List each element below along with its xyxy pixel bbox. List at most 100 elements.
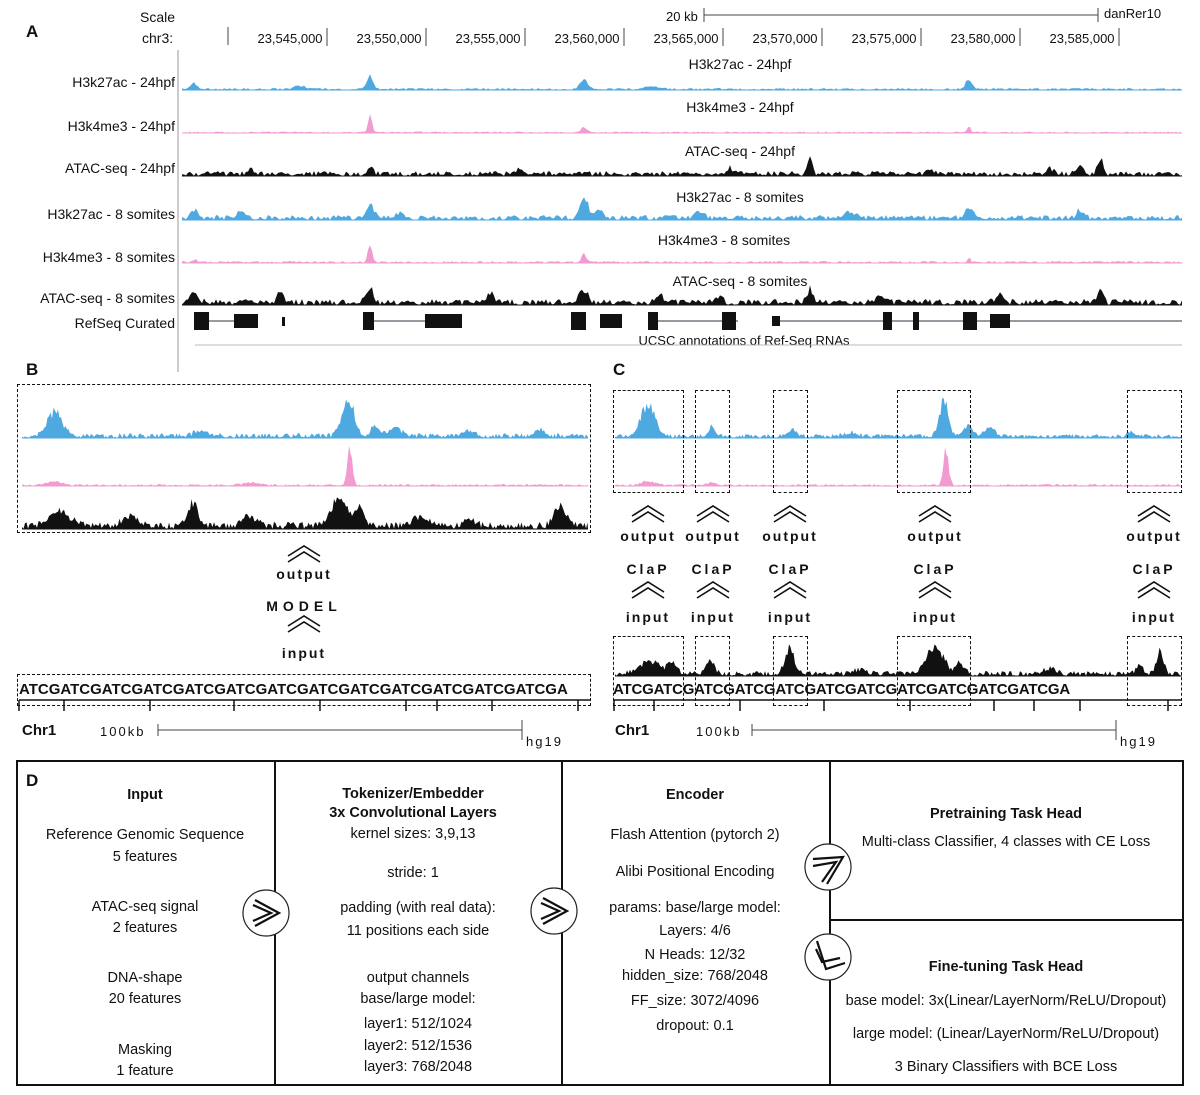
panel-b-sequence: ATCGATCGATCGATCGATCGATCGATCGATCGATCGATCG… (19, 681, 568, 698)
tokenizer-title: Tokenizer/Embedder (342, 786, 484, 802)
double-chevron-right-icon (242, 889, 290, 937)
double-chevron-down-right-icon (804, 933, 852, 981)
refseq-label: RefSeq Curated (74, 315, 175, 331)
coord-label: 23,565,000 (653, 31, 719, 46)
panel-c-input-box (613, 636, 684, 706)
tokenizer-line: layer3: 768/2048 (363, 1059, 473, 1075)
track-title: H3k27ac - 8 somites (676, 189, 804, 205)
panel-c-input-box (695, 636, 730, 706)
exon-block (883, 312, 892, 330)
assembly-label: danRer10 (1104, 6, 1162, 21)
panel-d-divider (829, 919, 1184, 921)
double-chevron-right-icon (530, 887, 578, 935)
scale-bar-text: 20 kb (666, 9, 698, 24)
encoder-line: Alibi Positional Encoding (615, 864, 775, 880)
panel-c-input-box (1127, 636, 1182, 706)
panel-b-model-label: MODEL (266, 598, 342, 614)
exon-block (282, 317, 285, 326)
exon-block (425, 314, 462, 328)
track-title: H3k27ac - 24hpf (688, 56, 792, 72)
track-title: H3k4me3 - 8 somites (657, 232, 791, 248)
finetuning-title: Fine-tuning Task Head (928, 959, 1084, 975)
panel-b-sequence-box (17, 674, 591, 706)
panel-b-assembly: hg19 (526, 734, 563, 749)
encoder-title: Encoder (665, 787, 725, 803)
panel-b-scale: 100kb (100, 724, 146, 739)
pretraining-title: Pretraining Task Head (929, 806, 1083, 822)
exon-block (600, 314, 622, 328)
coord-label: 23,575,000 (851, 31, 917, 46)
panel-c-sequence: ATCGATCGATCGATCGATCGATCGATCGATCGATCGATCG… (613, 681, 1071, 698)
panel-c-output-arrow-icon (631, 505, 665, 517)
panel-c-output-arrow-icon (773, 505, 807, 517)
panel-b-chr: Chr1 (22, 722, 57, 739)
panel-b-input-arrow-icon (287, 621, 321, 633)
refseq-caption: UCSC annotations of Ref-Seq RNAs (638, 333, 850, 348)
panel-c-input-label: input (767, 609, 813, 625)
tokenizer-line: output channels (366, 970, 470, 986)
panel-b-output-arrow-icon (287, 551, 321, 563)
panel-c-output-box (1127, 390, 1182, 493)
encoder-line: N Heads: 12/32 (644, 947, 746, 963)
coord-label: 23,580,000 (950, 31, 1016, 46)
panel-c-input-arrow-icon (696, 581, 730, 593)
panel-c-input-label: input (625, 609, 671, 625)
track-label-atac-8somites: ATAC-seq - 8 somites (40, 290, 175, 306)
input-line: DNA-shape (107, 970, 183, 986)
panel-c-input-label: input (690, 609, 736, 625)
coord-label: 23,585,000 (1049, 31, 1115, 46)
panel-b-letter: B (26, 360, 39, 379)
encoder-line: FF_size: 3072/4096 (630, 993, 760, 1009)
panel-c-atac-signal (615, 644, 1182, 676)
coord-label: 23,550,000 (356, 31, 422, 46)
exon-block (913, 312, 919, 330)
tokenizer-subtitle: 3x Convolutional Layers (329, 805, 497, 821)
panel-c-output-arrow-icon (918, 505, 952, 517)
tokenizer-line: layer1: 512/1024 (363, 1016, 473, 1032)
panel-c-input-box (773, 636, 808, 706)
panel-c-input-arrow-icon (918, 581, 952, 593)
input-line: 1 feature (116, 1063, 174, 1079)
exon-block (963, 312, 977, 330)
panel-c-clap-label: ClaP (768, 561, 812, 577)
pretraining-line: Multi-class Classifier, 4 classes with C… (861, 834, 1151, 850)
finetuning-line: base model: 3x(Linear/LayerNorm/ReLU/Dro… (845, 993, 1167, 1009)
exon-block (772, 316, 780, 326)
panel-c-letter: C (613, 360, 626, 379)
panel-c-input-arrow-icon (773, 581, 807, 593)
input-line: 20 features (108, 991, 182, 1007)
panel-c-input-arrow-icon (631, 587, 665, 599)
panel-d-divider (829, 760, 831, 1086)
panel-b-output-arrow-icon (287, 545, 321, 557)
panel-c-input-arrow-icon (696, 587, 730, 599)
encoder-line: dropout: 0.1 (656, 1018, 734, 1034)
encoder-line: Layers: 4/6 (659, 923, 731, 939)
panel-c-output-label: output (907, 528, 963, 544)
tokenizer-line: base/large model: (360, 991, 476, 1007)
exon-block (648, 312, 658, 330)
track-signal (182, 197, 1182, 220)
panel-c-input-arrow-icon (1137, 581, 1171, 593)
panel-c-output-arrow-icon (631, 511, 665, 523)
exon-block (722, 312, 736, 330)
panel-b-track-box (17, 384, 591, 533)
panel-c-assembly: hg19 (1120, 734, 1157, 749)
panel-c-output-arrow-icon (696, 505, 730, 517)
chrom-label: chr3: (142, 30, 174, 46)
panel-c-output-box (897, 390, 971, 493)
tokenizer-line: padding (with real data): (340, 900, 496, 916)
panel-b-atac-signal (22, 497, 588, 529)
track-signal (182, 156, 1182, 176)
panel-b-output-label: output (276, 566, 332, 582)
panel-c-input-box (897, 636, 971, 706)
panel-c-input-arrow-icon (773, 587, 807, 599)
panel-c-output-label: output (620, 528, 676, 544)
input-line: Reference Genomic Sequence (45, 827, 245, 843)
coord-label: 23,555,000 (455, 31, 521, 46)
input-line: Masking (118, 1042, 172, 1058)
panel-c-clap-label: ClaP (626, 561, 670, 577)
exon-block (990, 314, 1010, 328)
panel-c-output-box (773, 390, 808, 493)
